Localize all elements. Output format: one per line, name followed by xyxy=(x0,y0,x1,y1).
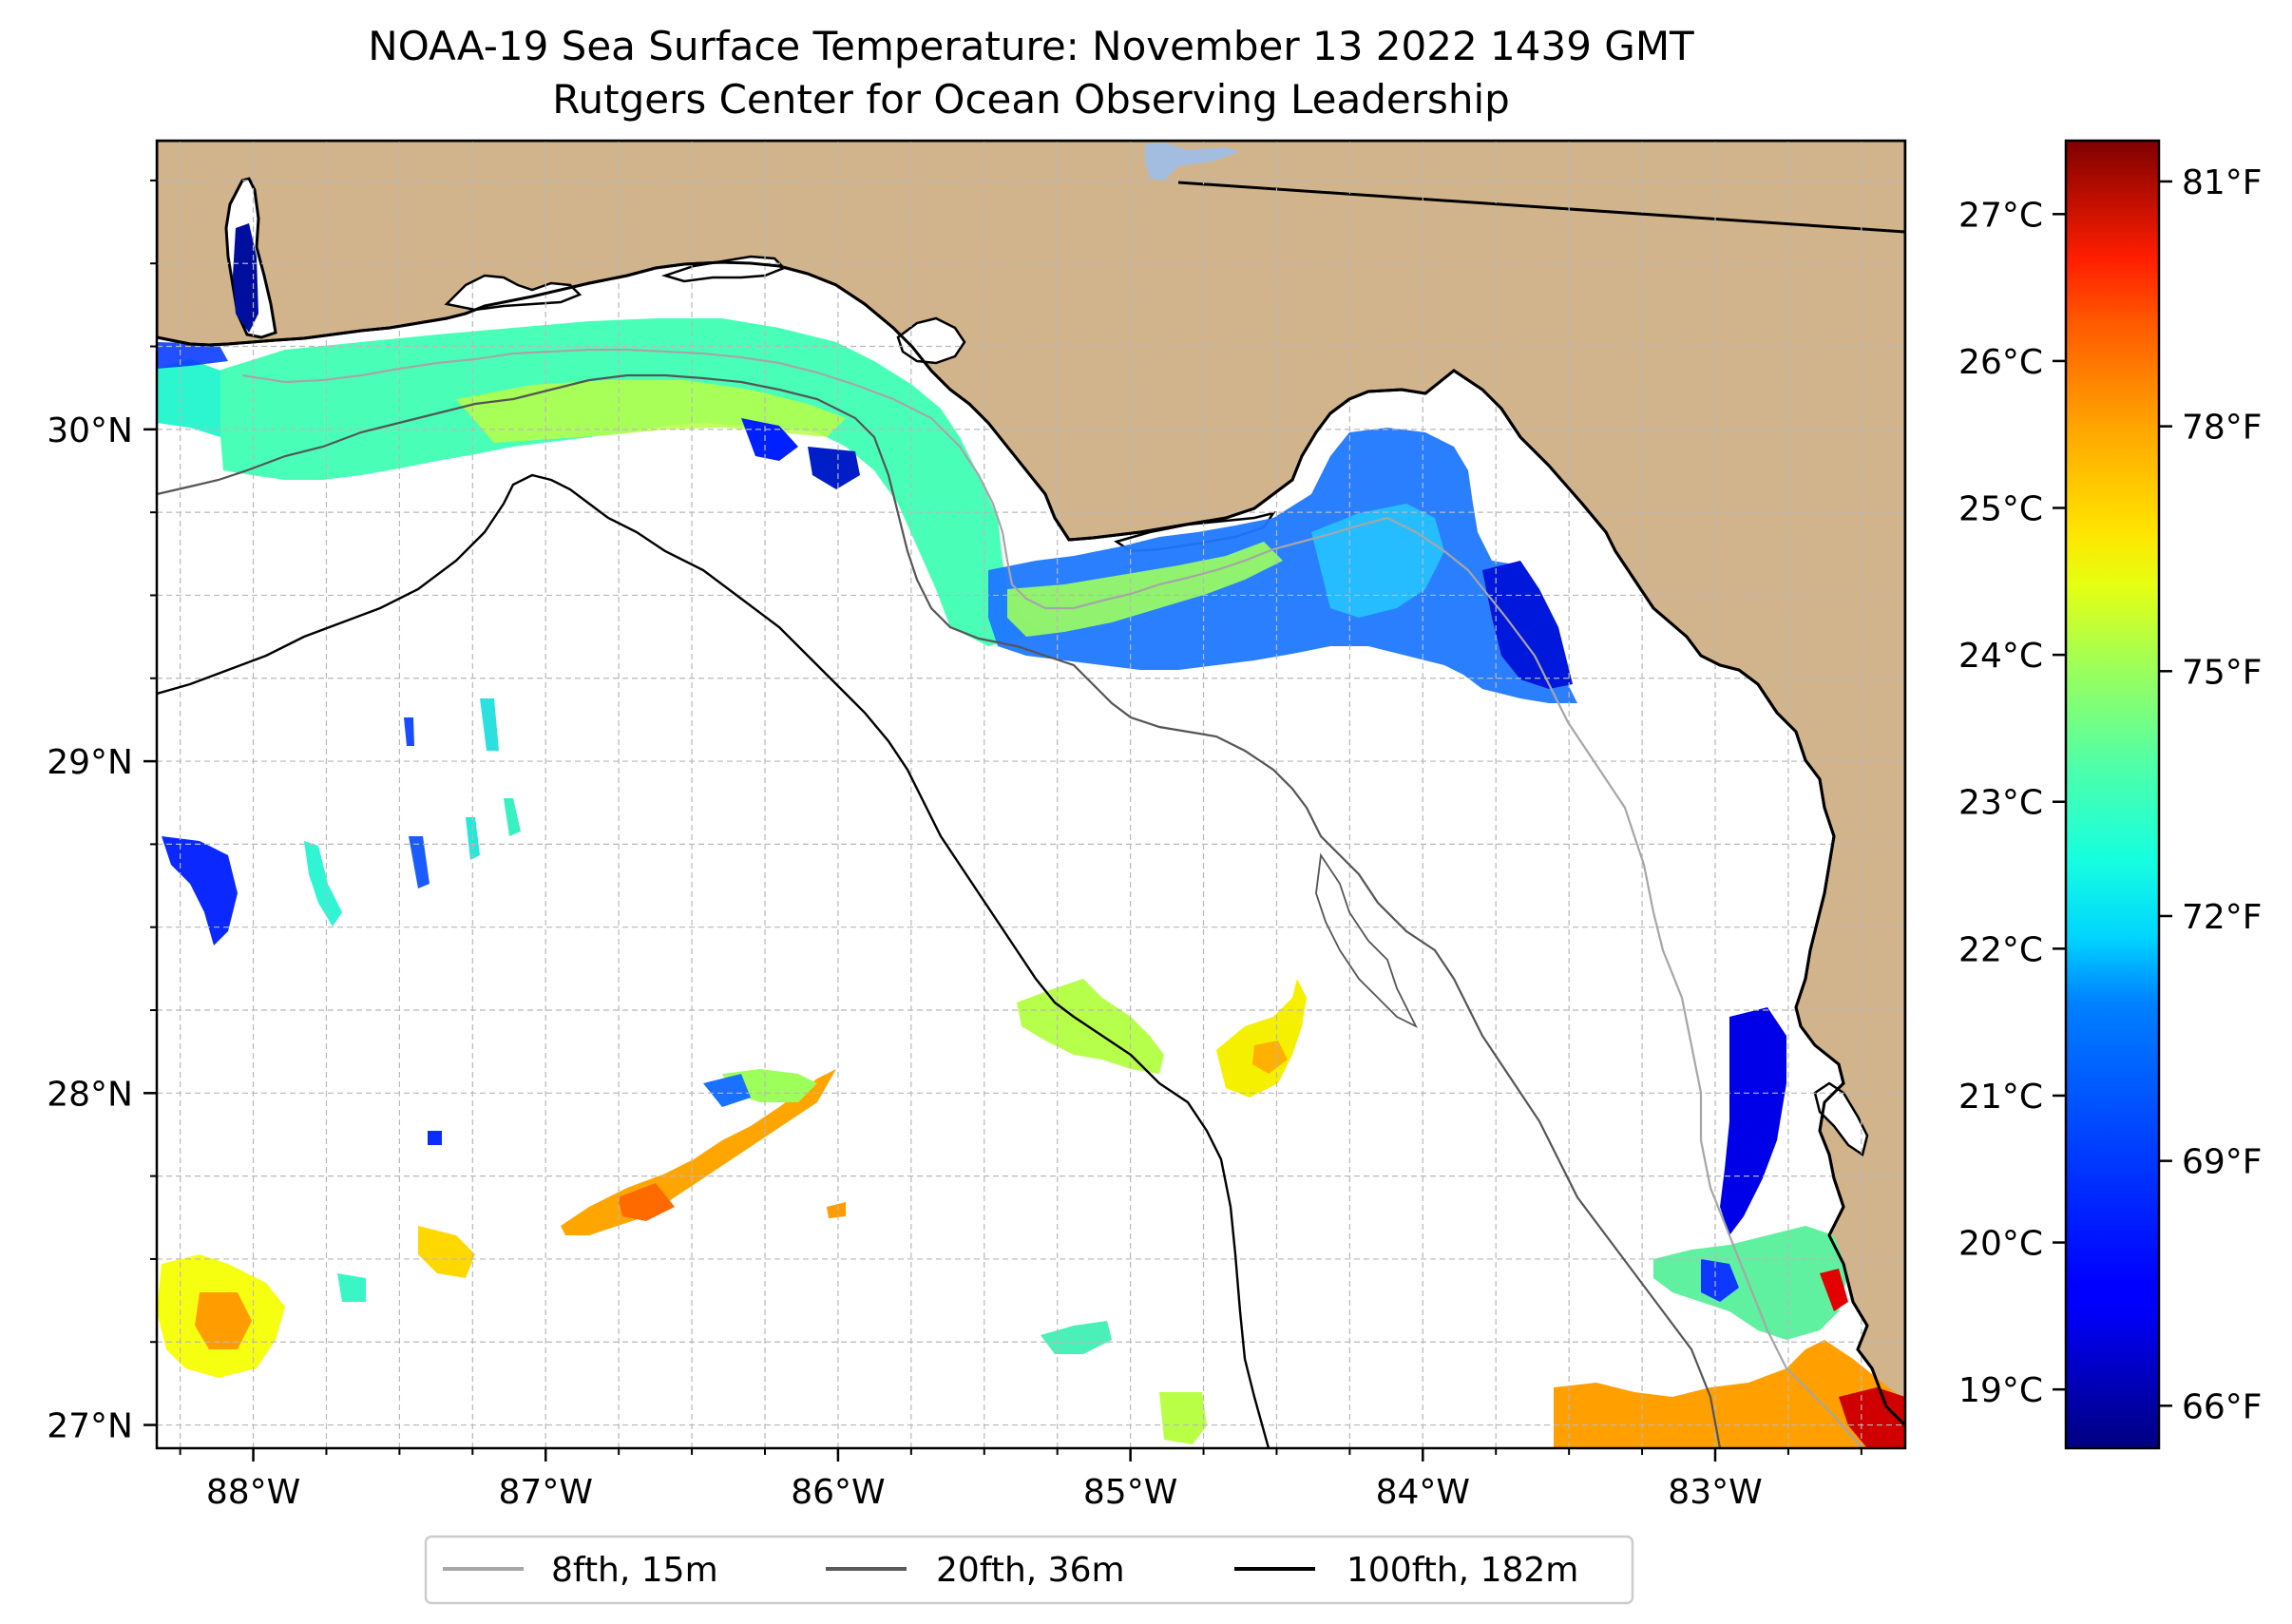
colorbar-f-label: 66°F xyxy=(2182,1387,2263,1426)
sst-patch-mid-4 xyxy=(1041,1321,1112,1354)
tampa-bay xyxy=(1813,1081,1869,1157)
sst-patch-nearshore-cold xyxy=(157,342,228,369)
sst-patch-se-hot xyxy=(1839,1387,1905,1448)
colorbar-celsius-ticks: 19°C 20°C 21°C 22°C 23°C 24°C 25°C 26°C 27°C xyxy=(1958,196,2066,1410)
sst-patch-sw-4 xyxy=(337,1273,366,1302)
colorbar-c-label: 25°C xyxy=(1958,490,2043,529)
lon-tick-label: 84°W xyxy=(1376,1473,1470,1512)
colorbar-gradient xyxy=(2066,141,2159,1448)
colorbar-fahrenheit-ticks: 66°F 69°F 72°F 75°F 78°F 81°F xyxy=(2159,163,2263,1426)
sst-patch-mid-5 xyxy=(1159,1392,1207,1444)
sst-patch-west-edge xyxy=(157,359,220,437)
colorbar-f-label: 75°F xyxy=(2182,653,2263,692)
legend-frame xyxy=(424,1535,1634,1605)
isobath-legend: 8fth, 15m 20fth, 36m 100fth, 182m xyxy=(424,1535,1634,1605)
colorbar-c-label: 21°C xyxy=(1958,1078,2043,1117)
colorbar-f-label: 69°F xyxy=(2182,1143,2263,1182)
colorbar-c-label: 24°C xyxy=(1958,637,2043,676)
colorbar-f-label: 72°F xyxy=(2182,898,2263,937)
sst-patch-mid-3 xyxy=(1252,1041,1288,1074)
latitude-axis: 27°N 28°N 29°N 30°N xyxy=(47,179,157,1446)
colorbar-c-label: 20°C xyxy=(1958,1225,2043,1264)
lat-tick-label: 28°N xyxy=(47,1075,133,1114)
colorbar-c-label: 22°C xyxy=(1958,930,2043,969)
longitude-axis: 88°W 87°W 86°W 85°W 84°W 83°W xyxy=(179,1448,1862,1512)
sst-patch-cold-fringe-2 xyxy=(808,447,860,489)
colorbar-c-label: 26°C xyxy=(1958,343,2043,382)
sst-patch-warm-streak-hot xyxy=(618,1183,675,1221)
sst-patch-se-hot-2 xyxy=(1820,1269,1848,1311)
sst-patch-scatter-5 xyxy=(480,698,499,751)
map-panel xyxy=(157,141,1905,1448)
legend-label-8fth: 8fth, 15m xyxy=(551,1551,718,1590)
colorbar-c-label: 23°C xyxy=(1958,784,2043,823)
map-gridlines xyxy=(157,141,1905,1448)
sst-patch-mobile-cold xyxy=(233,223,258,333)
sst-patch-scatter-6 xyxy=(404,717,414,746)
isobath-20fth-inner xyxy=(1315,852,1419,1029)
lon-tick-label: 88°W xyxy=(206,1473,300,1512)
legend-label-20fth: 20fth, 36m xyxy=(936,1551,1125,1590)
lake xyxy=(1145,143,1240,181)
isobath-100fth xyxy=(157,473,1270,1448)
sst-patch-bigbend-cold xyxy=(1482,561,1573,689)
map-title-line2: Rutgers Center for Ocean Observing Leade… xyxy=(552,76,1510,123)
sst-patch-sw-6 xyxy=(827,1202,846,1218)
map-title-line1: NOAA-19 Sea Surface Temperature: Novembe… xyxy=(368,23,1694,69)
colorbar-c-label: 27°C xyxy=(1958,196,2043,235)
map-frame xyxy=(155,139,1907,1450)
colorbar-frame xyxy=(2064,139,2161,1450)
lat-tick-label: 30°N xyxy=(47,411,133,450)
lon-tick-label: 85°W xyxy=(1083,1473,1177,1512)
sst-patch-se-warm xyxy=(1554,1340,1905,1448)
colorbar-f-label: 78°F xyxy=(2182,409,2263,448)
colorbar-f-label: 81°F xyxy=(2182,163,2263,202)
sst-patch-scatter-2 xyxy=(304,841,342,927)
sst-patch-se-mixed xyxy=(1653,1226,1848,1340)
sst-patch-mid-2 xyxy=(1216,979,1307,1098)
isobath-8fth xyxy=(241,348,1863,1448)
lon-tick-label: 83°W xyxy=(1668,1473,1762,1512)
colorbar-c-label: 19°C xyxy=(1958,1371,2043,1410)
lon-tick-label: 86°W xyxy=(791,1473,885,1512)
sst-patch-bigbend-cool xyxy=(1311,504,1444,618)
sst-patch-sw-5 xyxy=(428,1131,442,1145)
sst-patch-scatter-3 xyxy=(409,836,430,888)
sst-patch-scatter-7 xyxy=(504,798,521,836)
sst-patch-se-cold xyxy=(1701,1259,1739,1302)
sst-patch-sw-1 xyxy=(418,1226,475,1278)
colorbar: 19°C 20°C 21°C 22°C 23°C 24°C 25°C 26°C 27°C 66°… xyxy=(1958,139,2263,1450)
lat-tick-label: 27°N xyxy=(47,1407,133,1446)
legend-label-100fth: 100fth, 182m xyxy=(1347,1551,1578,1590)
sst-patch-bigbend xyxy=(988,428,1577,703)
pensacola-bay xyxy=(444,274,583,312)
coastline xyxy=(157,260,1905,1427)
sst-patch-sw-3 xyxy=(195,1292,252,1349)
isobath-20fth xyxy=(157,373,1722,1448)
lon-tick-label: 87°W xyxy=(499,1473,593,1512)
state-border xyxy=(1177,181,1905,234)
lat-tick-label: 29°N xyxy=(47,743,133,782)
sst-patch-coast-cold xyxy=(1720,1007,1786,1235)
sst-patch-streak-cool xyxy=(703,1074,751,1107)
